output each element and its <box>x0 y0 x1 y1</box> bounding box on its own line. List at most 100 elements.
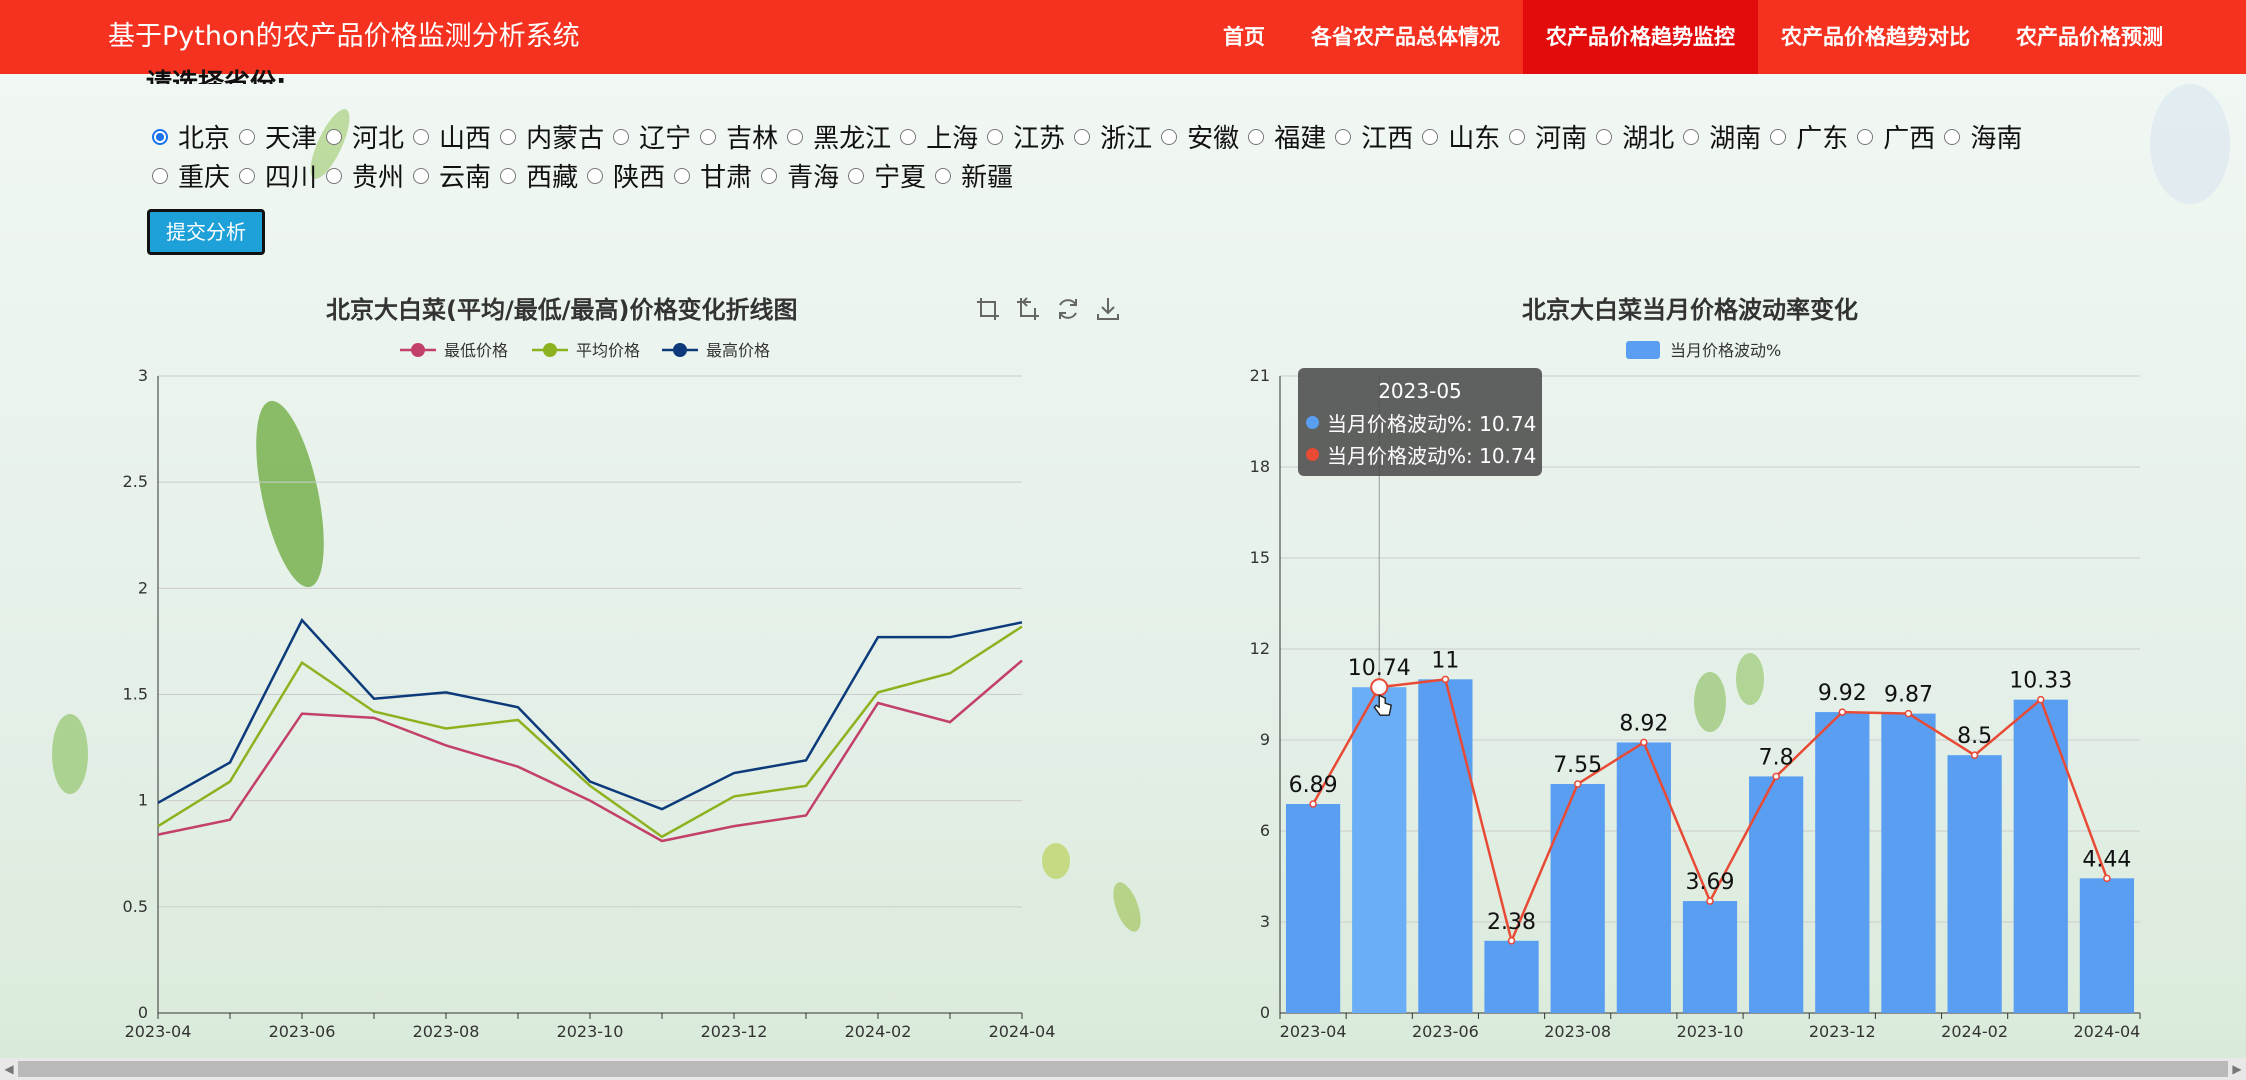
scrollbar-thumb[interactable] <box>18 1061 2228 1077</box>
bar[interactable] <box>1881 713 1936 1013</box>
province-option[interactable]: 江苏 <box>987 118 1065 155</box>
province-radio[interactable] <box>700 128 717 145</box>
province-option[interactable]: 福建 <box>1248 118 1326 155</box>
series-line-0[interactable] <box>157 659 1023 843</box>
line-point[interactable] <box>1970 751 1979 759</box>
province-radio[interactable] <box>326 167 343 184</box>
province-radio[interactable] <box>152 167 168 184</box>
scroll-right-icon[interactable]: ▶ <box>2232 1062 2242 1076</box>
legend-item[interactable]: 最低价格 <box>400 341 508 360</box>
province-option[interactable]: 吉林 <box>700 118 778 155</box>
province-option[interactable]: 西藏 <box>500 157 578 194</box>
province-radio[interactable] <box>1944 128 1961 145</box>
series-line-1[interactable] <box>157 625 1023 839</box>
zoom-icon[interactable] <box>975 296 1001 322</box>
line-point[interactable] <box>1640 738 1648 747</box>
province-radio[interactable] <box>1509 128 1526 145</box>
bar[interactable] <box>1285 804 1341 1013</box>
line-point[interactable] <box>1706 897 1714 905</box>
legend-item[interactable]: 平均价格 <box>532 341 640 360</box>
province-radio[interactable] <box>1857 128 1874 145</box>
province-radio[interactable] <box>500 128 517 145</box>
province-option[interactable]: 广东 <box>1770 118 1848 155</box>
province-option[interactable]: 青海 <box>761 157 839 194</box>
province-radio[interactable] <box>587 167 604 184</box>
bar[interactable] <box>1484 940 1539 1013</box>
province-radio[interactable] <box>1596 128 1613 145</box>
province-option[interactable]: 河北 <box>326 118 404 155</box>
province-option[interactable]: 黑龙江 <box>787 118 891 155</box>
line-point[interactable] <box>1904 709 1913 718</box>
line-point[interactable] <box>1507 937 1516 945</box>
province-radio[interactable] <box>413 167 430 184</box>
province-radio[interactable] <box>787 128 804 145</box>
province-option[interactable]: 云南 <box>413 157 491 194</box>
province-option[interactable]: 贵州 <box>326 157 404 194</box>
province-radio[interactable] <box>1770 128 1787 145</box>
province-radio[interactable] <box>1248 128 1265 145</box>
bar[interactable] <box>1947 755 2002 1013</box>
province-radio[interactable] <box>761 167 778 184</box>
province-radio[interactable] <box>900 128 917 145</box>
line-point[interactable] <box>1573 780 1582 788</box>
province-option[interactable]: 湖南 <box>1683 118 1761 155</box>
province-option[interactable]: 宁夏 <box>848 157 926 194</box>
restore-icon[interactable] <box>1055 296 1081 322</box>
save-image-icon[interactable] <box>1095 296 1121 322</box>
bar[interactable] <box>2013 699 2068 1013</box>
line-point[interactable] <box>2103 874 2111 883</box>
line-point[interactable] <box>1838 708 1847 716</box>
line-point[interactable] <box>1772 772 1780 781</box>
province-option[interactable]: 天津 <box>239 118 317 155</box>
province-radio[interactable] <box>1422 128 1439 145</box>
nav-price-trend-compare[interactable]: 农产品价格趋势对比 <box>1781 25 1970 49</box>
scroll-left-icon[interactable]: ◀ <box>4 1062 14 1076</box>
province-option[interactable]: 湖北 <box>1596 118 1674 155</box>
legend-item[interactable]: 最高价格 <box>662 341 770 360</box>
province-radio[interactable] <box>848 167 865 184</box>
province-option[interactable]: 北京 <box>152 118 230 155</box>
province-option[interactable]: 广西 <box>1857 118 1935 155</box>
line-point[interactable] <box>1441 675 1450 684</box>
province-radio[interactable] <box>613 128 630 145</box>
bar[interactable] <box>1749 776 1804 1013</box>
province-radio[interactable] <box>413 128 430 145</box>
legend-item[interactable]: 当月价格波动% <box>1626 341 1781 360</box>
bar[interactable] <box>1815 712 1870 1013</box>
nav-province-overview[interactable]: 各省农产品总体情况 <box>1311 25 1500 49</box>
province-radio[interactable] <box>239 167 256 184</box>
submit-analysis-button[interactable]: 提交分析 <box>147 209 265 255</box>
province-radio[interactable] <box>500 167 517 184</box>
province-option[interactable]: 陕西 <box>587 157 665 194</box>
province-radio[interactable] <box>1074 128 1091 145</box>
province-radio[interactable] <box>1161 128 1178 145</box>
province-option[interactable]: 辽宁 <box>613 118 691 155</box>
nav-price-trend-monitor[interactable]: 农产品价格趋势监控 <box>1523 0 1758 74</box>
province-option[interactable]: 浙江 <box>1074 118 1152 155</box>
province-option[interactable]: 江西 <box>1335 118 1413 155</box>
bar[interactable] <box>1418 679 1473 1013</box>
bar[interactable] <box>1682 901 1738 1013</box>
province-option[interactable]: 山东 <box>1422 118 1500 155</box>
province-radio[interactable] <box>935 167 952 184</box>
province-option[interactable]: 内蒙古 <box>500 118 604 155</box>
province-option[interactable]: 甘肃 <box>674 157 752 194</box>
province-option[interactable]: 海南 <box>1944 118 2022 155</box>
bar[interactable] <box>1352 687 1407 1013</box>
province-radio[interactable] <box>1335 128 1352 145</box>
province-option[interactable]: 安徽 <box>1161 118 1239 155</box>
province-option[interactable]: 新疆 <box>935 157 1013 194</box>
province-radio[interactable] <box>239 128 256 145</box>
bar[interactable] <box>1616 742 1671 1013</box>
province-radio[interactable] <box>987 128 1004 145</box>
province-radio[interactable] <box>674 167 691 184</box>
nav-home[interactable]: 首页 <box>1223 25 1265 49</box>
province-radio[interactable] <box>326 128 343 145</box>
province-option[interactable]: 河南 <box>1509 118 1587 155</box>
nav-price-forecast[interactable]: 农产品价格预测 <box>2016 25 2163 49</box>
province-option[interactable]: 上海 <box>900 118 978 155</box>
bar[interactable] <box>2079 878 2135 1013</box>
line-point[interactable] <box>1309 800 1317 808</box>
series-line-2[interactable] <box>157 618 1023 811</box>
province-option[interactable]: 山西 <box>413 118 491 155</box>
